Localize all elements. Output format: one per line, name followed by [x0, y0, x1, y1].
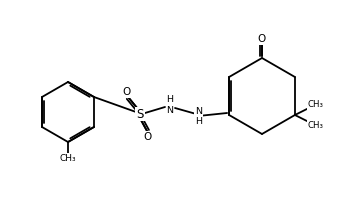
Text: O: O — [258, 34, 266, 45]
Text: N
H: N H — [195, 107, 202, 126]
Text: O: O — [122, 88, 131, 98]
Text: H
N: H N — [166, 95, 174, 115]
Text: S: S — [136, 107, 144, 120]
Text: CH₃: CH₃ — [308, 100, 324, 109]
Text: O: O — [144, 131, 152, 141]
Text: CH₃: CH₃ — [308, 121, 324, 130]
Text: CH₃: CH₃ — [60, 154, 76, 163]
